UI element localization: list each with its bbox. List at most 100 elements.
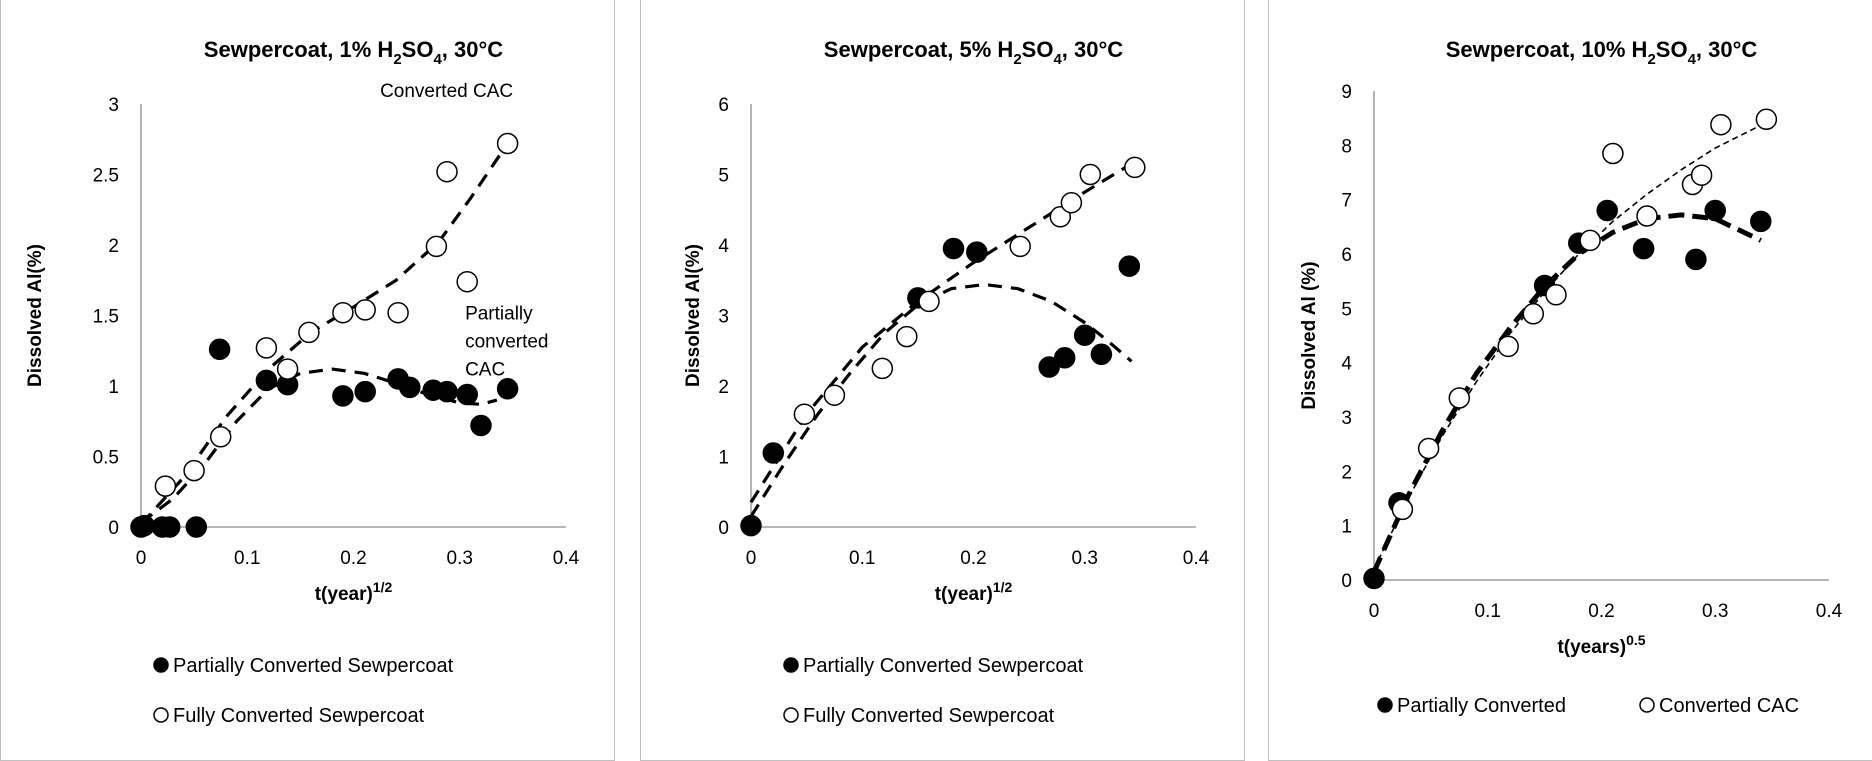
chart2-x-tick-label: 0.3 xyxy=(1072,548,1098,569)
chart1-legend-marker xyxy=(153,657,169,673)
chart1-filled-point xyxy=(255,369,278,392)
chart1-legend-label: Partially Converted Sewpercoat xyxy=(173,655,454,677)
chart1-open-point xyxy=(183,459,205,482)
chart1-filled-point xyxy=(133,514,155,537)
chart1-legend-marker xyxy=(153,707,169,723)
chart2-y-tick-label: 2 xyxy=(718,377,729,398)
chart2-filled-point xyxy=(1073,324,1096,346)
chart1-filled-point xyxy=(470,414,492,437)
chart2-y-tick-label: 3 xyxy=(718,307,729,328)
chart1-x-tick-label: 0.4 xyxy=(553,548,580,569)
chart1-y-tick-label: 1.5 xyxy=(93,307,119,328)
chart1-open-point xyxy=(456,270,478,293)
chart1-annotation-2: Partially converted CAC xyxy=(465,304,548,381)
chart1-filled-point xyxy=(158,516,181,538)
chart2-y-tick-label: 6 xyxy=(718,95,729,116)
chart3-y-tick-label: 4 xyxy=(1341,354,1352,375)
chart2-x-tick-label: 0 xyxy=(746,548,757,569)
chart1-open-point xyxy=(255,337,278,359)
chart3-legend-marker xyxy=(1377,697,1393,713)
chart3-open-point xyxy=(1391,498,1414,521)
chart2-open-point xyxy=(1079,163,1102,186)
chart1-filled-point xyxy=(208,338,231,361)
chart3-filled-point xyxy=(1750,210,1772,233)
chart1-y-tick-label: 3 xyxy=(108,95,119,116)
chart2-y-tick-label: 0 xyxy=(718,518,729,539)
chart2-filled-point xyxy=(740,514,762,537)
chart2-title: Sewpercoat, 5% H2SO4, 30°C xyxy=(824,37,1123,68)
chart1-x-tick-label: 0 xyxy=(136,548,147,569)
chart1-y-tick-label: 1 xyxy=(108,377,119,398)
chart2-y-axis-label: Dissolved Al(%) xyxy=(683,244,704,387)
chart3-filled-point xyxy=(1704,199,1726,222)
chart3-x-axis-label: t(years)0.5 xyxy=(1557,632,1645,658)
chart2-legend-marker xyxy=(783,657,799,673)
chart3-open-point xyxy=(1690,164,1713,186)
chart3-y-tick-label: 0 xyxy=(1341,571,1352,592)
chart1-open-point xyxy=(209,426,232,448)
chart3-x-tick-label: 0.4 xyxy=(1816,601,1843,622)
chart-panel-1: Sewpercoat, 1% H2SO4, 30°C 0 0.5 1 1.5 2 2.5 3 0… xyxy=(0,0,615,761)
chart1-annotation-1: Converted CAC xyxy=(380,81,513,102)
chart3-trendline-fully xyxy=(1373,121,1767,570)
chart3-open-point xyxy=(1522,303,1545,325)
chart1-open-point xyxy=(276,358,299,380)
chart3-legend-label: Converted CAC xyxy=(1659,695,1799,717)
chart2-legend-marker xyxy=(783,707,799,723)
chart3-open-point xyxy=(1417,437,1440,460)
chart3-open-point xyxy=(1545,284,1567,306)
chart1-y-axis-label: Dissolved Al(%) xyxy=(25,244,46,387)
chart3-y-tick-label: 8 xyxy=(1341,136,1352,157)
chart3-y-tick-label: 7 xyxy=(1341,191,1352,212)
chart3-x-tick-label: 0.1 xyxy=(1475,601,1501,622)
chart1-trendline-partially xyxy=(140,367,498,525)
chart3-open-point xyxy=(1636,205,1658,227)
chart3-filled-point xyxy=(1596,199,1618,222)
chart2-y-tick-label: 4 xyxy=(718,236,729,257)
chart2-open-point xyxy=(793,403,816,425)
chart3-y-tick-label: 3 xyxy=(1341,408,1352,429)
chart1-open-point xyxy=(425,235,448,258)
chart1-filled-point xyxy=(496,378,519,400)
chart3-legend-label: Partially Converted xyxy=(1397,695,1566,717)
chart-1-svg: Sewpercoat, 1% H2SO4, 30°C 0 0.5 1 1.5 2 2.5 3 0… xyxy=(25,37,580,727)
chart2-x-tick-label: 0.1 xyxy=(849,548,875,569)
chart1-title: Sewpercoat, 1% H2SO4, 30°C xyxy=(204,37,503,68)
chart2-open-point xyxy=(823,384,846,406)
chart2-open-point xyxy=(918,290,940,313)
chart1-x-tick-label: 0.2 xyxy=(340,548,366,569)
chart3-filled-point xyxy=(1632,237,1655,260)
chart3-open-point xyxy=(1602,142,1624,165)
chart2-legend-label: Fully Converted Sewpercoat xyxy=(803,705,1055,727)
chart1-x-tick-label: 0.1 xyxy=(234,548,260,569)
chart3-trendline-partially xyxy=(1371,212,1762,573)
chart1-y-tick-label: 2.5 xyxy=(93,166,119,187)
chart1-y-tick-label: 0 xyxy=(108,518,119,539)
chart1-x-tick-label: 0.3 xyxy=(447,548,473,569)
chart-2-svg: Sewpercoat, 5% H2SO4, 30°C 0 1 2 3 4 5 6 0 0.1 0.2… xyxy=(683,37,1210,727)
chart3-filled-point xyxy=(1685,248,1707,271)
chart-3-svg: Sewpercoat, 10% H2SO4, 30°C 0 1 2 3 4 5 6 7 8 9 0 0.… xyxy=(1299,37,1843,717)
chart1-filled-point xyxy=(332,385,354,407)
chart2-filled-point xyxy=(1090,343,1113,366)
chart1-y-tick-label: 0.5 xyxy=(93,448,119,469)
chart3-y-tick-label: 9 xyxy=(1341,82,1352,103)
chart-panel-2: Sewpercoat, 5% H2SO4, 30°C 0 1 2 3 4 5 6 0 0.1 0.2… xyxy=(640,0,1245,761)
chart1-filled-point xyxy=(436,380,458,403)
chart2-filled-point xyxy=(1118,255,1141,277)
chart3-y-tick-label: 2 xyxy=(1341,462,1352,483)
chart2-open-point xyxy=(1060,191,1083,214)
chart1-trendline-fully xyxy=(139,142,509,526)
chart1-filled-point xyxy=(354,380,376,403)
chart2-filled-point xyxy=(762,442,785,464)
chart2-open-point xyxy=(871,357,894,380)
chart1-open-point xyxy=(154,475,177,497)
chart1-open-point xyxy=(387,301,409,324)
chart1-y-tick-label: 2 xyxy=(108,236,119,257)
chart3-legend-marker xyxy=(1639,697,1655,713)
chart2-open-point xyxy=(1124,156,1146,179)
chart3-y-tick-label: 5 xyxy=(1341,299,1352,320)
chart3-y-tick-label: 1 xyxy=(1341,517,1352,538)
chart1-legend-label: Fully Converted Sewpercoat xyxy=(173,705,425,727)
chart2-x-tick-label: 0.4 xyxy=(1183,548,1210,569)
